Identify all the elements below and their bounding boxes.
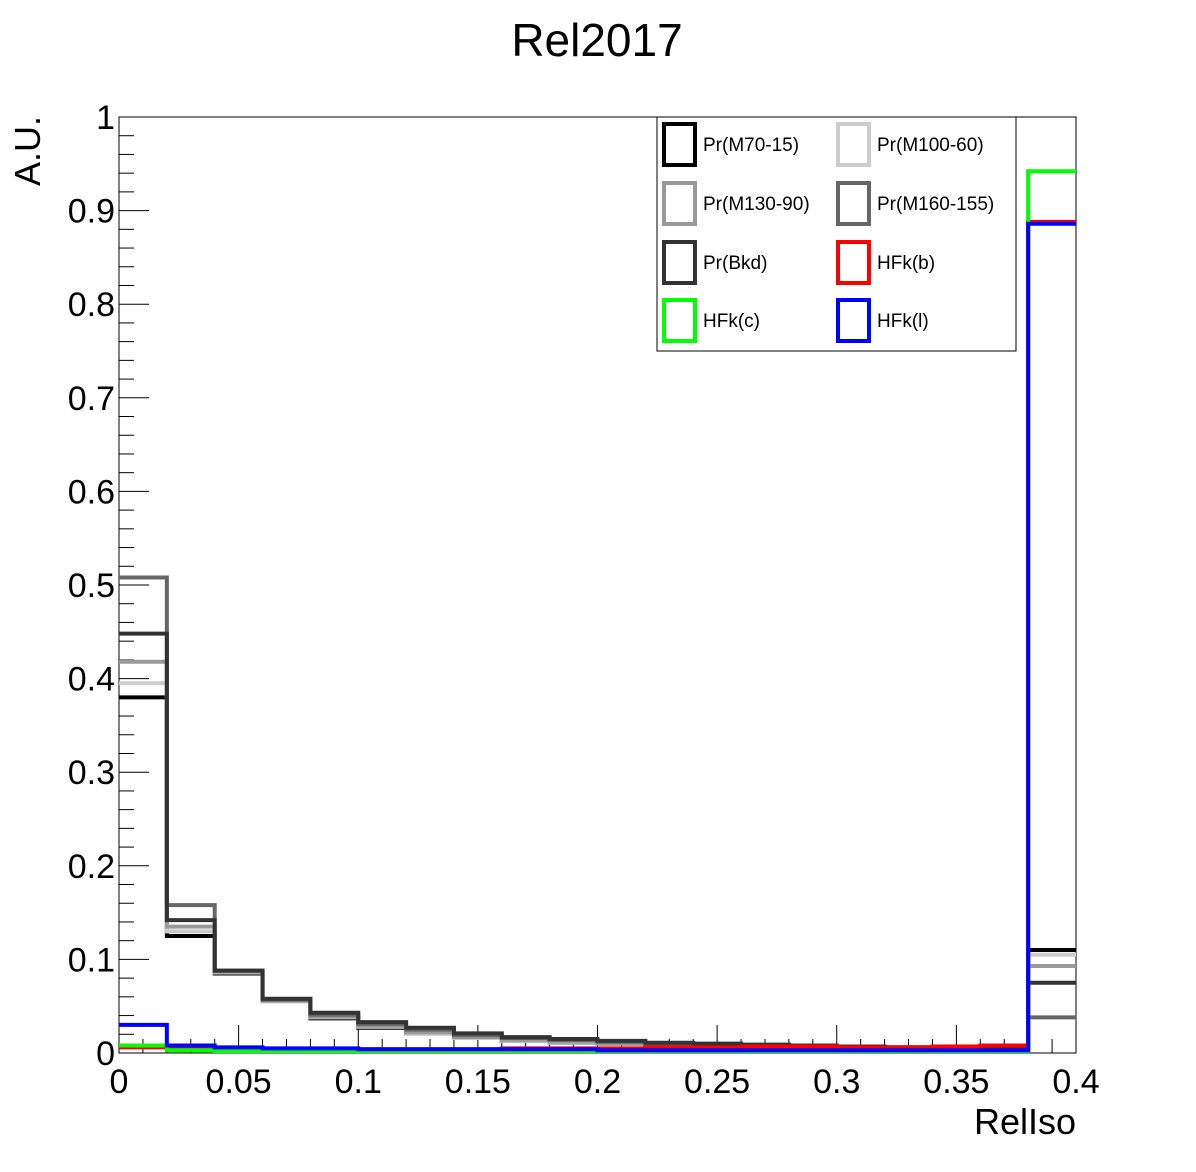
legend-swatch xyxy=(836,181,871,226)
legend-entry: Pr(M100-60) xyxy=(836,122,984,167)
series-line-pr-bkd xyxy=(119,631,1076,1051)
legend-swatch xyxy=(836,122,871,167)
y-axis-label: A.U. xyxy=(7,116,48,186)
y-tick-label: 0.9 xyxy=(68,193,115,231)
x-tick-label: 0.15 xyxy=(445,1063,511,1101)
y-tick-label: 0 xyxy=(96,1035,115,1073)
y-tick-label: 0.3 xyxy=(68,754,115,792)
x-tick-label: 0.35 xyxy=(923,1063,989,1101)
legend-entry: HFk(c) xyxy=(662,298,760,343)
legend-entry: Pr(M130-90) xyxy=(662,181,810,226)
legend-label: Pr(M160-155) xyxy=(877,194,994,215)
chart-title: Rel2017 xyxy=(511,14,682,66)
legend-entry: HFk(l) xyxy=(836,298,929,343)
legend-swatch xyxy=(662,240,697,285)
y-tick-label: 0.4 xyxy=(68,661,115,699)
legend-label: Pr(Bkd) xyxy=(703,253,767,274)
x-tick-label: 0.2 xyxy=(574,1063,621,1101)
legend-label: Pr(M100-60) xyxy=(877,135,984,156)
y-tick-label: 1 xyxy=(96,99,115,137)
legend-label: Pr(M70-15) xyxy=(703,135,799,156)
series-lines xyxy=(119,169,1076,1054)
y-tick-label: 0.5 xyxy=(68,567,115,605)
y-tick-label: 0.7 xyxy=(68,380,115,418)
y-tick-label: 0.1 xyxy=(68,941,115,979)
legend-entry: HFk(b) xyxy=(836,240,935,285)
legend-entry: Pr(M160-155) xyxy=(836,181,994,226)
x-tick-label: 0.25 xyxy=(684,1063,750,1101)
x-tick-label: 0.1 xyxy=(335,1063,382,1101)
legend-swatch xyxy=(836,240,871,285)
axis-ticks: 0 0.1 0.2 0.3 0.4 0.5 0.6 0.7 0.8 0.9 1 0 0.05 0.1 0.1… xyxy=(68,99,1100,1101)
legend-entry: Pr(Bkd) xyxy=(662,240,767,285)
y-tick-label: 0.8 xyxy=(68,286,115,324)
legend-swatch xyxy=(662,298,697,343)
y-tick-label: 0.2 xyxy=(68,848,115,886)
series-line-hfk-l xyxy=(119,221,1076,1053)
legend-label: HFk(l) xyxy=(877,311,929,332)
legend-label: HFk(c) xyxy=(703,311,760,332)
legend: Pr(M70-15) Pr(M100-60) Pr(M130-90) Pr(M160-… xyxy=(656,116,1017,352)
x-tick-label: 0.05 xyxy=(206,1063,272,1101)
legend-swatch xyxy=(662,122,697,167)
legend-label: Pr(M130-90) xyxy=(703,194,810,215)
x-tick-label: 0 xyxy=(110,1063,129,1101)
legend-swatch xyxy=(662,181,697,226)
x-axis-label: RelIso xyxy=(974,1101,1076,1142)
x-tick-label: 0.3 xyxy=(813,1063,860,1101)
legend-entry: Pr(M70-15) xyxy=(662,122,799,167)
legend-swatch xyxy=(836,298,871,343)
legend-label: HFk(b) xyxy=(877,253,935,274)
x-tick-label: 0.4 xyxy=(1052,1063,1099,1101)
y-tick-label: 0.6 xyxy=(68,473,115,511)
